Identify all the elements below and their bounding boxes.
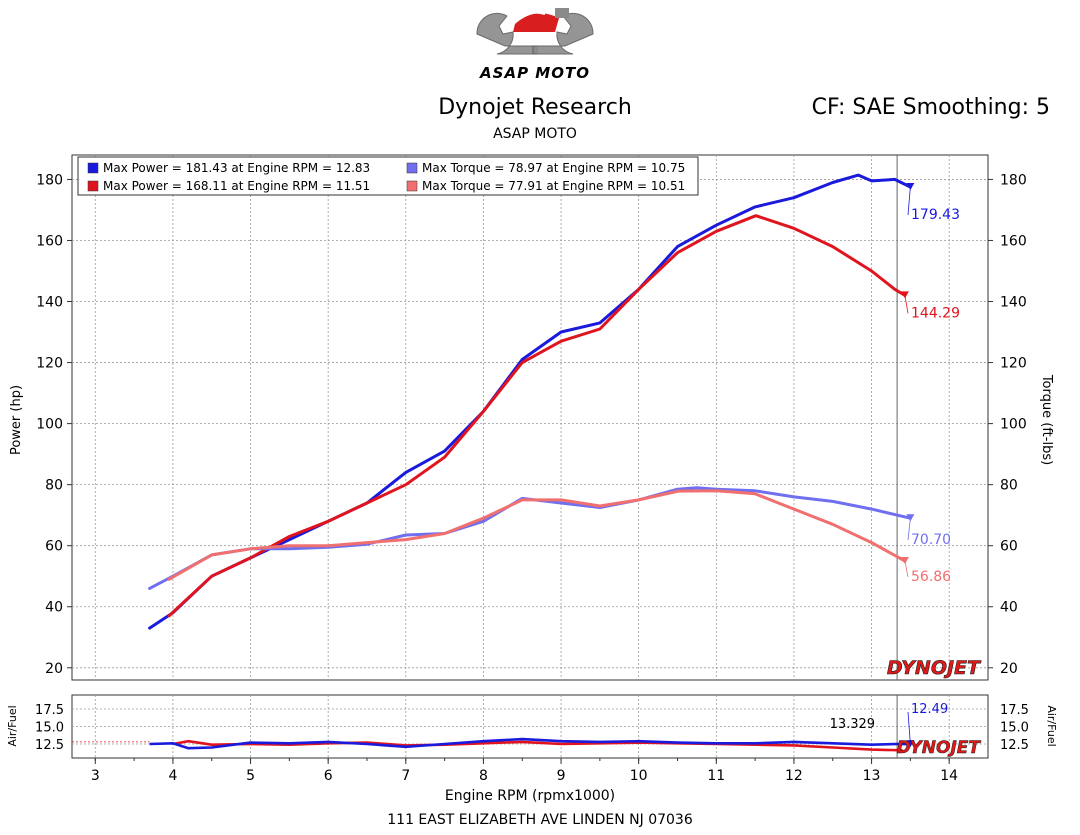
power-tick-label: 40 [45, 600, 63, 616]
power-curve [167, 214, 907, 618]
af-tick-label: 12.5 [35, 738, 64, 753]
torque-tick-label: 60 [1000, 539, 1018, 555]
torque-tick-label: 20 [1000, 661, 1018, 677]
end-marker [900, 556, 909, 564]
rpm-tick-label: 13 [863, 768, 881, 784]
legend-swatch [406, 180, 418, 192]
af-tick-label-right: 15.0 [1000, 721, 1029, 736]
chart-subtitle: ASAP MOTO [493, 126, 577, 142]
af-tick-label-right: 17.5 [1000, 703, 1029, 718]
torque-axis-title: Torque (ft-lbs) [1039, 374, 1054, 465]
power-tick-label: 120 [36, 356, 63, 372]
end-value-label: 179.43 [911, 207, 960, 223]
rpm-tick-label: 5 [246, 768, 255, 784]
end-marker [900, 291, 909, 299]
asap-moto-logo [455, 4, 615, 88]
air-fuel-axis-right: 12.5 15.0 17.5 [1000, 703, 1029, 753]
air-fuel-axis-left: 12.5 15.0 17.5 [35, 703, 64, 753]
end-marker [906, 514, 915, 522]
main-series [148, 173, 915, 630]
rpm-axis-title: Engine RPM (rpmx1000) [445, 788, 615, 804]
legend-entry: Max Power = 181.43 at Engine RPM = 12.83 [103, 161, 370, 175]
air-fuel-plot: 12.5 15.0 17.5 12.5 15.0 17.5 13.329 12.49 A… [6, 694, 1058, 759]
legend-swatch [406, 162, 418, 174]
rpm-tick-label: 11 [707, 768, 725, 784]
rpm-tick-label: 9 [557, 768, 566, 784]
torque-curve [167, 489, 907, 581]
end-value-labels: 179.43 144.29 70.70 56.86 [904, 187, 960, 585]
end-value-label: 70.70 [911, 532, 951, 548]
air-fuel-axis-title-left: Air/Fuel [6, 705, 19, 746]
rpm-tick-label: 3 [91, 768, 100, 784]
rpm-axis: 3 4 5 6 7 8 9 10 11 12 13 14 [91, 758, 958, 784]
power-tick-label: 140 [36, 295, 63, 311]
end-label-leader [907, 518, 911, 541]
legend-entry: Max Power = 168.11 at Engine RPM = 11.51 [103, 179, 370, 193]
torque-tick-label: 180 [1000, 172, 1027, 188]
torque-tick-label: 140 [1000, 295, 1027, 311]
dynojet-watermark: DYNOJET [887, 657, 982, 679]
end-label-leader [907, 187, 911, 216]
af-tick-label: 17.5 [35, 703, 64, 718]
end-value-label: 144.29 [911, 305, 960, 321]
legend-entry: Max Torque = 78.97 at Engine RPM = 10.75 [422, 161, 685, 175]
end-marker [906, 183, 915, 191]
legend-entry: Max Torque = 77.91 at Engine RPM = 10.51 [422, 179, 685, 193]
shop-address: 111 EAST ELIZABETH AVE LINDEN NJ 07036 [387, 812, 693, 828]
torque-tick-label: 120 [1000, 356, 1027, 372]
power-tick-label: 180 [36, 172, 63, 188]
cursor-rpm-readout: 13.329 [830, 717, 876, 732]
af-tick-label: 15.0 [35, 721, 64, 736]
power-tick-label: 100 [36, 417, 63, 433]
torque-tick-label: 40 [1000, 600, 1018, 616]
rpm-tick-label: 10 [630, 768, 648, 784]
air-fuel-end-label: 12.49 [911, 702, 948, 717]
air-fuel-axis-title-right: Air/Fuel [1045, 705, 1058, 746]
torque-tick-label: 80 [1000, 478, 1018, 494]
power-tick-label: 160 [36, 233, 63, 249]
end-label-leader [904, 560, 909, 578]
rpm-tick-label: 8 [479, 768, 488, 784]
legend-swatch [87, 162, 99, 174]
air-fuel-series [149, 711, 915, 752]
air-fuel-curve [149, 737, 911, 750]
torque-tick-label: 160 [1000, 233, 1027, 249]
end-value-label: 56.86 [911, 569, 951, 585]
power-axis-title: Power (hp) [9, 385, 24, 455]
chart-title: Dynojet Research [438, 95, 632, 120]
rpm-tick-label: 14 [940, 768, 958, 784]
power-axis: 20 40 60 80 100 120 140 160 180 [36, 172, 72, 677]
legend-frame [77, 156, 699, 196]
power-tick-label: 20 [45, 661, 63, 677]
rpm-tick-label: 4 [168, 768, 177, 784]
main-plot-frame [71, 154, 989, 681]
rpm-tick-label: 6 [324, 768, 333, 784]
rpm-tick-label: 12 [785, 768, 803, 784]
air-fuel-curve [172, 739, 903, 752]
power-torque-plot: 20 40 60 80 100 120 140 160 180 20 40 60 80 100 120 14… [9, 154, 1054, 681]
correction-factor-info: CF: SAE Smoothing: 5 [811, 95, 1050, 120]
legend: Max Power = 181.43 at Engine RPM = 12.83… [77, 156, 699, 196]
power-tick-label: 60 [45, 539, 63, 555]
af-end-leader [907, 711, 911, 745]
dynojet-watermark-af: DYNOJET [897, 738, 982, 758]
power-tick-label: 80 [45, 478, 63, 494]
legend-swatch [87, 180, 99, 192]
torque-tick-label: 100 [1000, 417, 1027, 433]
brand-name: ASAP MOTO [480, 64, 590, 82]
af-tick-label-right: 12.5 [1000, 738, 1029, 753]
torque-axis: 20 40 60 80 100 120 140 160 180 [988, 172, 1027, 677]
rpm-tick-label: 7 [401, 768, 410, 784]
end-label-leader [904, 295, 909, 314]
